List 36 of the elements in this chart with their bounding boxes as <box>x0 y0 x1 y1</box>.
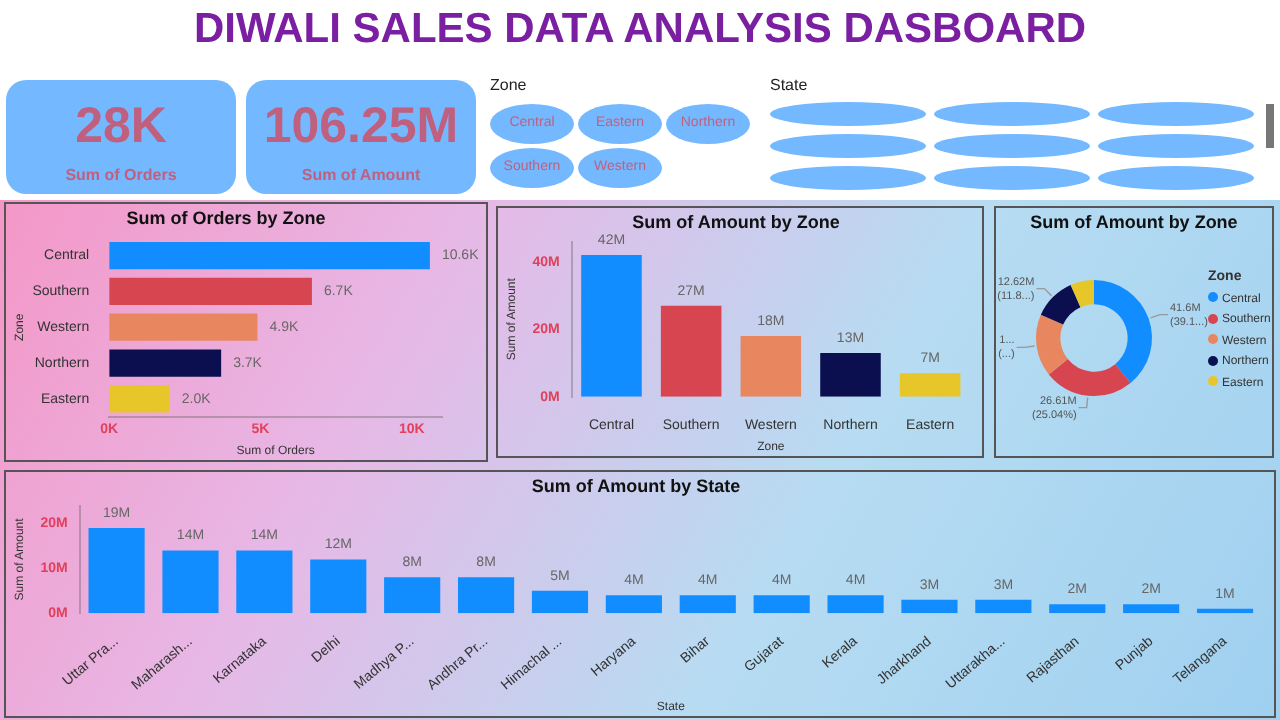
text: Zone <box>490 76 529 94</box>
bar <box>1123 604 1180 614</box>
chart-title: Sum of Amount by Zone <box>1028 212 1240 232</box>
bar <box>109 385 170 413</box>
chart-title: Sum of Orders by Zone <box>126 207 326 228</box>
bar <box>827 595 884 614</box>
bar <box>740 336 802 397</box>
chart-title: Sum of Amount by State <box>531 475 741 496</box>
text: State <box>770 76 810 94</box>
bar <box>109 241 430 270</box>
bar <box>901 599 958 614</box>
bar <box>753 595 810 614</box>
bar <box>310 559 367 614</box>
bar <box>109 349 222 377</box>
bar <box>660 305 722 397</box>
bar <box>531 590 589 614</box>
bar <box>236 550 293 614</box>
bar <box>109 277 312 305</box>
text: Sum of Orders <box>63 166 179 184</box>
bar <box>162 550 219 614</box>
text: Sum of Amount <box>299 166 423 184</box>
bar <box>605 595 662 614</box>
bar <box>581 255 642 397</box>
text: 106.25M <box>261 98 461 156</box>
bar <box>1049 604 1106 614</box>
chart-title: Sum of Amount by Zone <box>632 211 840 232</box>
bar <box>679 595 736 614</box>
bar <box>109 313 258 341</box>
bar <box>384 577 441 614</box>
bar <box>899 373 961 397</box>
text: 28K <box>73 98 169 156</box>
bar <box>820 352 881 397</box>
bar <box>457 577 515 614</box>
bar <box>88 528 145 614</box>
text: DIWALI SALES DATA ANALYSIS DASBOARD <box>191 6 1089 54</box>
bar <box>975 599 1032 614</box>
